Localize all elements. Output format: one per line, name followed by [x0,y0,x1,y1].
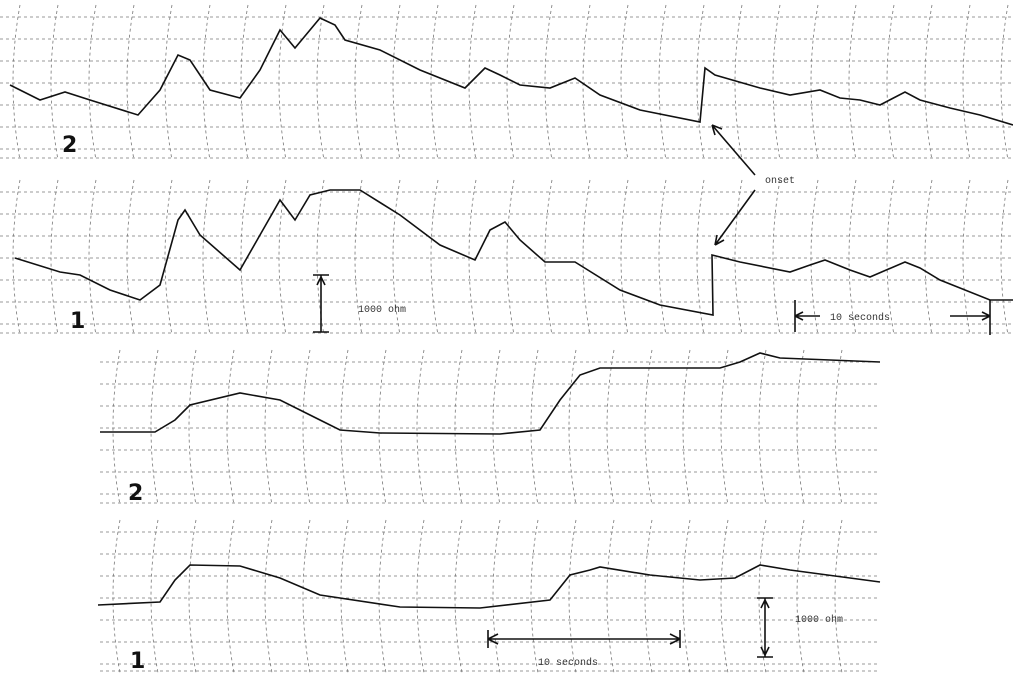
trace-label: 1 [130,649,145,673]
time-label: 10 seconds [538,657,598,669]
onset-label: onset [765,176,795,187]
recording-page: 2 1 onset 1000 ohm 10 seconds 2 1 10 sec… [0,0,1013,673]
trace-label: 2 [128,481,143,506]
trace-label: 2 [62,133,77,158]
scale-label: 1000 ohm [795,614,843,626]
time-label: 10 seconds [830,312,890,324]
scale-label: 1000 ohm [358,304,406,316]
trace-label: 1 [70,309,85,334]
